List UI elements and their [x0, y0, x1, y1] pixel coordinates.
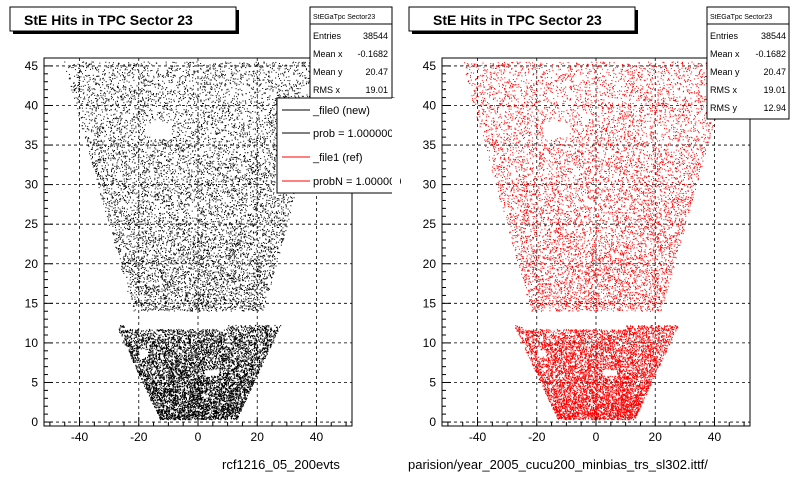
y-tick-label: 30	[423, 178, 437, 192]
right-points	[462, 61, 731, 421]
right-footer-label: parision/year_2005_cucu200_minbias_trs_s…	[408, 457, 708, 472]
left-stats-box	[309, 6, 393, 103]
left-stats-value-3: 19.01	[365, 85, 388, 95]
y-tick-label: 10	[423, 336, 437, 350]
right-stats-value-0: 38544	[761, 31, 786, 41]
right-stats-box	[706, 6, 790, 120]
x-tick-label: 40	[708, 430, 722, 444]
scatter-points-inner-sector	[118, 324, 282, 421]
left-footer-label: rcf1216_05_200evts	[222, 457, 340, 472]
right-stats-label-0: Entries	[710, 31, 739, 41]
x-tick-label: 20	[251, 430, 265, 444]
left-stats-label-2: Mean y	[313, 67, 343, 77]
right-stats-label-3: RMS x	[710, 85, 738, 95]
left-axis-ticks: -40 -20 0 20 40 0 5 10 15 20 25 30 35 40 45	[25, 59, 347, 444]
x-tick-label: -20	[528, 430, 546, 444]
left-title-shadow-bottom	[13, 31, 239, 34]
right-title-shadow	[635, 10, 638, 34]
right-title-box	[408, 6, 636, 32]
y-tick-label: 35	[423, 138, 437, 152]
right-stats-name: StEGaTpc Sector23	[710, 14, 772, 21]
y-tick-label: 0	[31, 415, 38, 429]
left-points	[64, 61, 333, 421]
scatter-points-outer-sector	[462, 61, 731, 312]
y-tick-label: 15	[25, 296, 39, 310]
y-tick-label: 45	[423, 59, 437, 73]
x-tick-label: -40	[71, 430, 89, 444]
y-tick-label: 10	[25, 336, 39, 350]
right-stats-value-3: 19.01	[763, 85, 786, 95]
y-tick-label: 5	[429, 375, 436, 389]
right-stats-label-1: Mean x	[710, 49, 740, 59]
y-tick-label: 20	[25, 257, 39, 271]
legend-label-3: probN = 1.000000	[313, 176, 401, 188]
scatter-points-outer-sector	[64, 61, 333, 312]
left-stats-label-3: RMS x	[313, 85, 341, 95]
legend-label-2: _file1 (ref)	[312, 152, 363, 164]
x-tick-label: 0	[195, 430, 202, 444]
right-title-shadow-bottom	[412, 31, 638, 34]
right-stats-label-4: RMS y	[710, 103, 738, 113]
y-tick-label: 45	[25, 59, 39, 73]
x-tick-label: -40	[469, 430, 487, 444]
y-tick-label: 30	[25, 178, 39, 192]
left-title-box	[9, 6, 237, 32]
left-title-shadow	[236, 10, 239, 34]
left-plot-pad: -40 -20 0 20 40 0 5 10 15 20 25 30 35 40 45 StE Hits i…	[9, 6, 401, 444]
y-tick-label: 20	[423, 257, 437, 271]
left-stats-value-1: -0.1682	[357, 49, 388, 59]
x-tick-label: 20	[649, 430, 663, 444]
y-tick-label: 25	[25, 217, 39, 231]
left-stats-value-0: 38544	[363, 31, 388, 41]
left-chart-title: StE Hits in TPC Sector 23	[24, 12, 193, 28]
left-stats-label-0: Entries	[313, 31, 342, 41]
x-tick-label: 40	[310, 430, 324, 444]
legend-label-1: prob = 1.000000	[313, 128, 393, 140]
right-stats-value-4: 12.94	[763, 103, 786, 113]
y-tick-label: 35	[25, 138, 39, 152]
right-axis-ticks: -40 -20 0 20 40 0 5 10 15 20 25 30 35 40 45	[423, 59, 745, 444]
legend-label-0: _file0 (new)	[312, 105, 370, 117]
right-stats-label-2: Mean y	[710, 67, 740, 77]
x-tick-label: -20	[130, 430, 148, 444]
y-tick-label: 15	[423, 296, 437, 310]
y-tick-label: 40	[423, 98, 437, 112]
left-stats-name: StEGaTpc Sector23	[313, 14, 375, 21]
right-chart-title: StE Hits in TPC Sector 23	[433, 12, 602, 28]
y-tick-label: 5	[31, 375, 38, 389]
legend-box	[276, 97, 395, 194]
x-tick-label: 0	[593, 430, 600, 444]
right-plot-pad: -40 -20 0 20 40 0 5 10 15 20 25 30 35 40 45 StE Hits i…	[408, 6, 790, 444]
y-tick-label: 25	[423, 217, 437, 231]
y-tick-label: 0	[429, 415, 436, 429]
right-stats-value-1: -0.1682	[755, 49, 786, 59]
right-stats-value-2: 20.47	[763, 67, 786, 77]
scatter-points-inner-sector	[515, 325, 679, 421]
left-stats-label-1: Mean x	[313, 49, 343, 59]
y-tick-label: 40	[25, 98, 39, 112]
left-stats-value-2: 20.47	[365, 67, 388, 77]
